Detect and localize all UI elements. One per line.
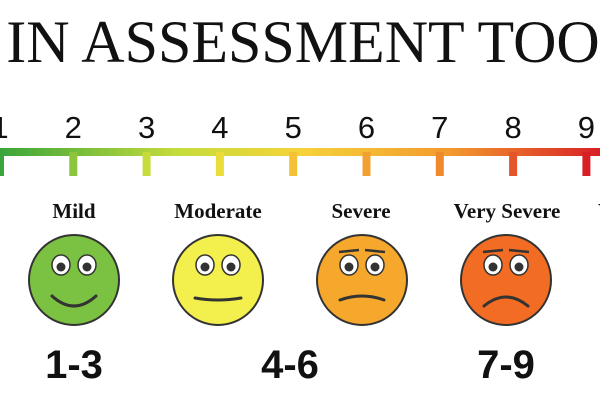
face bbox=[172, 234, 264, 326]
scale-number: 4 bbox=[211, 110, 228, 145]
pupil bbox=[370, 262, 380, 272]
range-label: 7-9 bbox=[477, 343, 535, 387]
gradient-bar bbox=[0, 148, 600, 156]
scale-tick bbox=[289, 152, 298, 176]
scale-tick bbox=[0, 152, 4, 176]
level-label: W bbox=[598, 199, 600, 223]
scale-number: 9 bbox=[578, 110, 595, 145]
level-label: Very Severe bbox=[454, 199, 561, 223]
mouth bbox=[193, 296, 243, 302]
face-circle bbox=[316, 234, 408, 326]
scale-tick bbox=[509, 152, 518, 176]
face-circle bbox=[172, 234, 264, 326]
scale-number: 2 bbox=[65, 110, 82, 145]
face-circle bbox=[28, 234, 120, 326]
mouth bbox=[338, 294, 386, 302]
brow bbox=[364, 248, 386, 254]
scale-tick bbox=[142, 152, 151, 176]
pupil bbox=[56, 262, 66, 272]
level-label: Severe bbox=[331, 199, 390, 223]
mouth bbox=[50, 294, 98, 308]
scale-number: 6 bbox=[358, 110, 375, 145]
scale-number: 8 bbox=[504, 110, 521, 145]
title: IN ASSESSMENT TOO bbox=[6, 9, 600, 75]
range-label: 1-3 bbox=[45, 343, 103, 387]
scale-tick bbox=[69, 152, 78, 176]
pupil bbox=[344, 262, 354, 272]
range-label: 4-6 bbox=[261, 343, 319, 387]
scale-tick bbox=[435, 152, 444, 176]
face bbox=[316, 234, 408, 326]
pupil bbox=[200, 262, 210, 272]
pupil bbox=[226, 262, 236, 272]
pupil bbox=[488, 262, 498, 272]
face bbox=[460, 234, 552, 326]
brow bbox=[338, 248, 360, 254]
level-label: Mild bbox=[52, 199, 95, 223]
brow bbox=[508, 248, 530, 254]
mouth bbox=[482, 295, 530, 308]
scale-number: 3 bbox=[138, 110, 155, 145]
scale-number: 7 bbox=[431, 110, 448, 145]
pupil bbox=[82, 262, 92, 272]
scale-tick bbox=[582, 152, 591, 176]
pupil bbox=[514, 262, 524, 272]
level-label: Moderate bbox=[174, 199, 261, 223]
scale-number: 1 bbox=[0, 110, 9, 145]
face-circle bbox=[460, 234, 552, 326]
scale-number: 5 bbox=[285, 110, 302, 145]
scale-tick bbox=[362, 152, 371, 176]
scale-tick bbox=[215, 152, 224, 176]
brow bbox=[482, 248, 504, 254]
face bbox=[28, 234, 120, 326]
